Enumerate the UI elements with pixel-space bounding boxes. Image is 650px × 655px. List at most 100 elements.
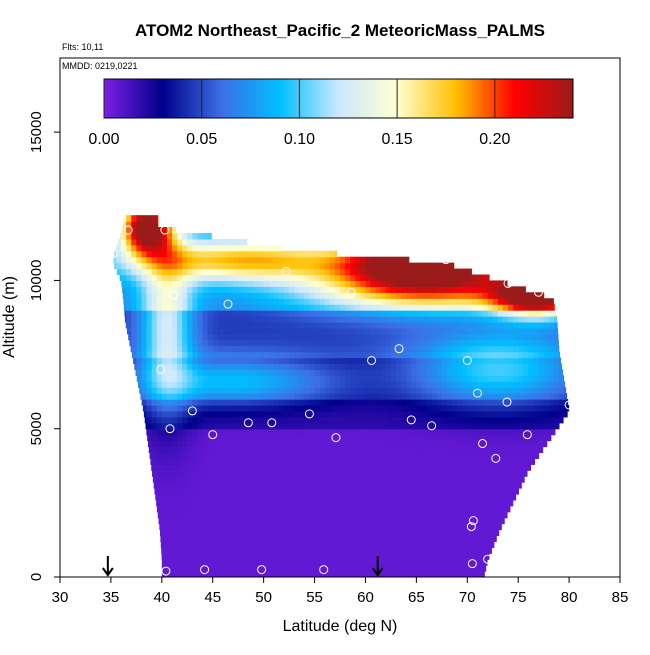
heatmap-cell bbox=[289, 339, 295, 347]
heatmap-cell bbox=[345, 547, 351, 554]
heatmap-cell bbox=[238, 262, 244, 270]
heatmap-cell bbox=[192, 422, 199, 430]
heatmap-cell bbox=[477, 381, 484, 388]
heatmap-cell bbox=[233, 565, 239, 572]
heatmap-cell bbox=[253, 553, 260, 560]
heatmap-cell bbox=[166, 316, 173, 323]
heatmap-cell bbox=[477, 523, 484, 531]
heatmap-cell bbox=[314, 422, 321, 430]
heatmap-cell bbox=[253, 375, 260, 382]
heatmap-cell bbox=[133, 357, 137, 365]
heatmap-cell bbox=[502, 321, 509, 329]
heatmap-cell bbox=[396, 304, 402, 311]
heatmap-cell bbox=[319, 553, 326, 560]
heatmap-cell bbox=[360, 428, 367, 436]
heatmap-cell bbox=[396, 357, 402, 365]
heatmap-cell bbox=[197, 256, 204, 264]
heatmap-cell bbox=[421, 482, 428, 489]
heatmap-cell bbox=[197, 464, 204, 471]
heatmap-cell bbox=[472, 499, 479, 507]
heatmap-cell bbox=[365, 363, 372, 370]
heatmap-cell bbox=[319, 535, 326, 543]
heatmap-cell bbox=[161, 571, 168, 577]
heatmap-cell bbox=[446, 493, 453, 501]
heatmap-cell bbox=[411, 464, 417, 471]
heatmap-cell bbox=[487, 523, 494, 531]
heatmap-cell bbox=[431, 559, 438, 566]
heatmap-cell bbox=[253, 541, 260, 548]
heatmap-cell bbox=[345, 464, 351, 471]
heatmap-cell bbox=[273, 274, 280, 282]
heatmap-cell bbox=[396, 416, 402, 424]
heatmap-cell bbox=[375, 369, 382, 376]
heatmap-cell bbox=[222, 529, 229, 537]
heatmap-cell bbox=[258, 262, 265, 270]
heatmap-cell bbox=[345, 345, 351, 353]
heatmap-cell bbox=[187, 310, 193, 317]
heatmap-cell bbox=[299, 571, 305, 577]
heatmap-cell bbox=[472, 298, 479, 305]
heatmap-cell bbox=[217, 316, 224, 323]
heatmap-cell bbox=[273, 470, 280, 477]
heatmap-cell bbox=[233, 529, 239, 537]
heatmap-cell bbox=[314, 416, 321, 424]
heatmap-cell bbox=[248, 523, 255, 531]
heatmap-cell bbox=[136, 345, 143, 353]
heatmap-cell bbox=[452, 381, 458, 388]
heatmap-cell bbox=[207, 410, 214, 418]
heatmap-cell bbox=[497, 280, 504, 287]
heatmap-cell bbox=[187, 452, 193, 459]
heatmap-cell bbox=[187, 268, 193, 276]
heatmap-cell bbox=[217, 339, 224, 347]
heatmap-cell bbox=[441, 422, 448, 430]
heatmap-cell bbox=[518, 446, 524, 454]
heatmap-cell bbox=[172, 452, 178, 459]
heatmap-cell bbox=[136, 232, 143, 240]
heatmap-cell bbox=[477, 476, 484, 483]
heatmap-cell bbox=[446, 464, 453, 471]
heatmap-cell bbox=[528, 310, 535, 317]
heatmap-cell bbox=[258, 363, 265, 370]
heatmap-cell bbox=[222, 268, 229, 276]
heatmap-cell bbox=[497, 357, 504, 365]
heatmap-cell bbox=[457, 321, 463, 329]
heatmap-cell bbox=[150, 458, 153, 465]
heatmap-cell bbox=[299, 339, 305, 347]
heatmap-cell bbox=[258, 393, 265, 400]
heatmap-cell bbox=[436, 304, 443, 311]
heatmap-cell bbox=[233, 375, 239, 382]
heatmap-cell bbox=[268, 345, 275, 353]
heatmap-cell bbox=[258, 327, 265, 335]
y-tick-label: 5000 bbox=[28, 412, 45, 445]
heatmap-cell bbox=[243, 565, 249, 572]
heatmap-cell bbox=[207, 529, 214, 537]
heatmap-cell bbox=[380, 321, 387, 329]
heatmap-cell bbox=[467, 493, 473, 501]
heatmap-cell bbox=[228, 292, 234, 299]
heatmap-cell bbox=[350, 476, 356, 483]
heatmap-cell bbox=[533, 357, 540, 365]
heatmap-cell bbox=[457, 565, 463, 572]
heatmap-cell bbox=[177, 238, 183, 246]
heatmap-cell bbox=[268, 250, 275, 258]
heatmap-cell bbox=[426, 523, 433, 531]
heatmap-cell bbox=[278, 505, 285, 513]
heatmap-cell bbox=[182, 452, 188, 459]
heatmap-cell bbox=[446, 559, 453, 566]
heatmap-cell bbox=[452, 274, 458, 282]
heatmap-cell bbox=[380, 369, 387, 376]
colorbar-gradient bbox=[103, 78, 574, 119]
heatmap-cell bbox=[436, 286, 443, 293]
heatmap-cell bbox=[533, 345, 540, 353]
heatmap-cell bbox=[294, 499, 300, 507]
heatmap-cell bbox=[202, 363, 209, 370]
heatmap-cell bbox=[385, 375, 392, 382]
heatmap-cell bbox=[528, 298, 535, 305]
heatmap-cell bbox=[431, 446, 438, 454]
heatmap-cell bbox=[426, 422, 433, 430]
heatmap-cell bbox=[370, 464, 377, 471]
heatmap-cell bbox=[487, 434, 494, 442]
heatmap-cell bbox=[222, 250, 229, 258]
heatmap-cell bbox=[396, 464, 402, 471]
heatmap-cell bbox=[502, 470, 509, 477]
